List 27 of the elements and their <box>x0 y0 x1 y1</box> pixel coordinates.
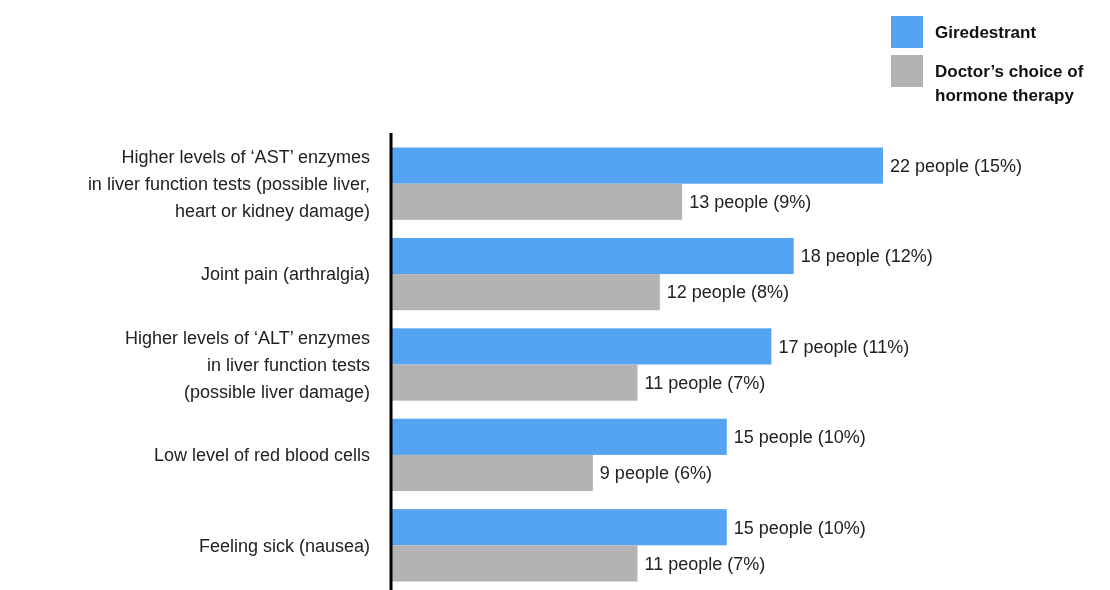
legend-label: Doctor’s choice of hormone therapy <box>935 61 1084 105</box>
data-label: 22 people (15%) <box>890 155 1023 176</box>
bar <box>392 237 794 275</box>
data-label: 15 people (10%) <box>733 517 866 538</box>
y-tick-label: Feeling sick (nausea) <box>198 535 370 556</box>
legend-label: Giredestrant <box>935 22 1037 42</box>
bar <box>392 545 638 582</box>
bar <box>392 274 660 311</box>
data-label: 15 people (10%) <box>733 427 866 448</box>
bar <box>392 454 593 492</box>
data-label: 11 people (7%) <box>644 372 766 393</box>
y-tick-label: Low level of red blood cells <box>153 445 370 466</box>
data-label: 9 people (6%) <box>599 463 712 484</box>
bar <box>392 183 683 220</box>
bar <box>392 328 772 365</box>
bar <box>392 418 727 455</box>
data-label: 13 people (9%) <box>689 192 812 213</box>
bar <box>392 509 727 546</box>
y-tick-label: Joint pain (arthralgia) <box>200 264 370 285</box>
y-tick-label: Higher levels of ‘ALT’ enzymes in liver function tests (possible liver damage) <box>124 327 370 402</box>
y-tick-label: Higher levels of ‘AST’ enzymes in liver function tests (possible liver, heart or kidney damage) <box>87 146 370 221</box>
data-label: 12 people (8%) <box>666 282 789 303</box>
bar <box>392 364 638 401</box>
bar <box>392 147 883 184</box>
data-label: 11 people (7%) <box>644 553 766 574</box>
data-label: 17 people (11%) <box>778 336 910 357</box>
data-label: 18 people (12%) <box>800 246 933 267</box>
